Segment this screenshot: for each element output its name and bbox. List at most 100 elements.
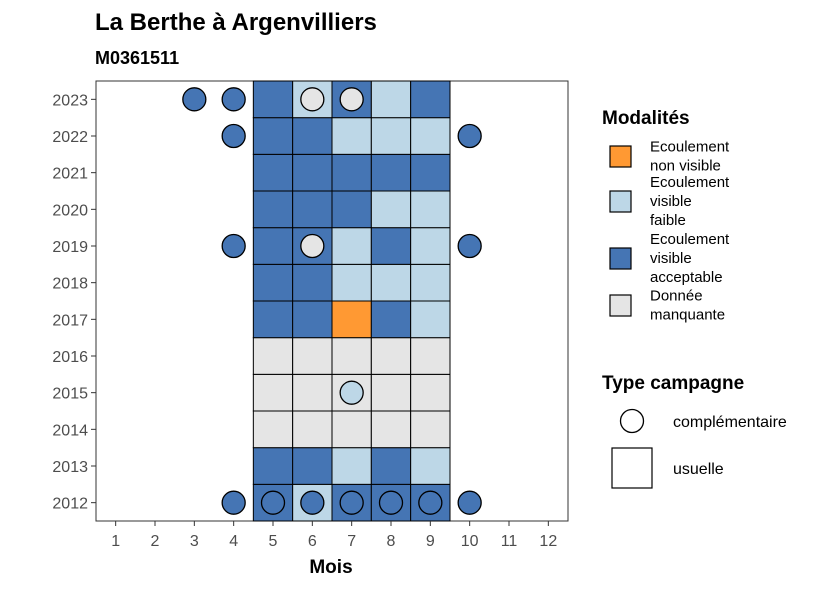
legend-key-vf [609,190,632,213]
tile-2020-9 [410,190,451,229]
tile-2020-8 [370,190,412,229]
tile-2016-6 [292,337,333,375]
tile-2021-9 [410,153,451,192]
legend-label-nv-0: Ecoulement [650,139,730,156]
tile-2023-5 [252,80,294,119]
y-tick-label-2018: 2018 [52,276,88,293]
tile-2018-6 [292,263,333,302]
tile-2019-5 [252,227,294,265]
tile-2014-7 [331,410,372,449]
legend-key-dm [609,294,632,317]
point-2023-6 [300,87,325,112]
x-tick-label-12: 12 [539,533,557,550]
tile-2016-5 [252,337,294,375]
point-2022-4 [221,123,246,149]
plot-area [95,80,569,522]
tile-2023-8 [370,80,412,119]
legend-key-nv [609,145,632,168]
x-tick-label-10: 10 [461,533,479,550]
x-tick-label-7: 7 [347,533,356,550]
point-2012-4 [221,490,246,515]
legend-label-va-0: Ecoulement [650,231,730,248]
legend-key-usuelle [611,447,653,489]
tile-2013-7 [331,447,372,485]
tile-2016-9 [410,337,451,375]
tile-2019-6 [292,227,333,265]
legend-campagne-title: Type campagne [602,373,744,394]
y-tick-label-2019: 2019 [52,239,88,256]
chart-subtitle: M0361511 [95,48,179,68]
tile-2021-5 [252,153,294,192]
tile-2020-5 [252,190,294,229]
tile-2019-7 [331,227,372,265]
tile-2014-8 [370,410,412,449]
x-tick-label-8: 8 [387,533,396,550]
y-axis: 2012 2013 2014 2015 2016 2017 2018 2019 2020 2021… [52,92,96,513]
y-tick-label-2021: 2021 [52,166,88,183]
point-2012-7 [339,490,364,515]
tile-2014-6 [292,410,333,449]
point-2022-10 [457,123,482,149]
x-tick-label-11: 11 [501,533,518,550]
x-tick-label-9: 9 [426,533,435,550]
tile-2015-8 [370,373,412,412]
tile-2023-9 [410,80,451,119]
legend-label-va-2: acceptable [650,269,723,286]
point-2012-5 [260,490,286,515]
legend-key-complementaire [619,408,645,434]
y-tick-label-2022: 2022 [52,129,88,146]
tile-2021-6 [292,153,333,192]
tile-2013-5 [252,447,294,485]
x-tick-label-3: 3 [190,533,199,550]
tile-2022-8 [370,117,412,155]
point-2019-10 [457,233,482,259]
tile-2017-9 [410,300,451,339]
tile-2020-7 [331,190,372,229]
tile-2022-6 [292,117,333,155]
tile-2022-9 [410,117,451,155]
legend-label-complementaire: complémentaire [673,414,787,431]
x-tick-label-1: 1 [111,533,120,550]
point-2012-9 [418,490,443,515]
tile-2013-9 [410,447,451,485]
tile-2017-8 [370,300,412,339]
tile-2022-5 [252,117,294,155]
tile-2018-9 [410,263,451,302]
y-tick-label-2013: 2013 [52,459,88,476]
tile-2017-5 [252,300,294,339]
y-tick-label-2014: 2014 [52,422,88,439]
tile-2021-7 [331,153,372,192]
point-2012-6 [300,490,325,515]
tile-2021-8 [370,153,412,192]
tile-2015-5 [252,373,294,412]
tile-2016-7 [331,337,372,375]
point-2023-7 [339,87,364,112]
legend-label-dm-0: Donnée [650,288,703,305]
tile-2014-5 [252,410,294,449]
point-2023-4 [221,87,246,112]
point-2023-3 [182,87,207,112]
tile-2018-5 [252,263,294,302]
x-axis: 1 2 3 4 5 6 7 8 9 10 11 12 [111,521,557,550]
tile-2019-9 [410,227,451,265]
legend-label-dm-1: manquante [650,307,725,324]
legend-label-va-1: visible [650,250,692,267]
tile-2013-6 [292,447,333,485]
y-tick-label-2017: 2017 [52,312,88,329]
legend-modalites-title: Modalités [602,108,690,129]
tile-2013-8 [370,447,412,485]
point-2019-6 [300,233,325,259]
tile-2015-6 [292,373,333,412]
legend-label-vf-1: visible [650,193,692,210]
x-tick-label-6: 6 [308,533,317,550]
legend-type-campagne: Type campagne complémentaire usuelle [602,373,787,489]
point-2012-10 [457,490,482,515]
tile-2022-7 [331,117,372,155]
tile-2014-9 [410,410,451,449]
point-2019-4 [221,233,246,259]
x-axis-title: Mois [309,557,352,578]
x-tick-label-5: 5 [269,533,278,550]
tile-2017-6 [292,300,333,339]
